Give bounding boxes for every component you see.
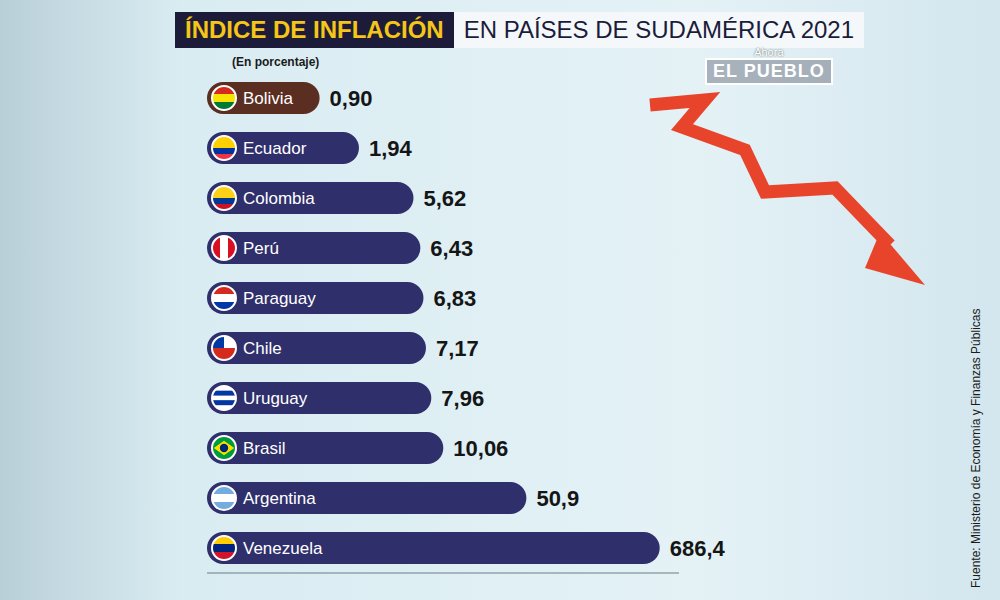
- svg-text:Ecuador: Ecuador: [243, 139, 307, 158]
- svg-text:6,83: 6,83: [433, 286, 476, 311]
- svg-text:1,94: 1,94: [369, 136, 413, 161]
- svg-text:Bolivia: Bolivia: [243, 89, 294, 108]
- svg-text:686,4: 686,4: [670, 536, 726, 561]
- svg-text:Colombia: Colombia: [243, 189, 315, 208]
- svg-text:Perú: Perú: [243, 239, 279, 258]
- svg-text:50,9: 50,9: [536, 486, 579, 511]
- svg-text:5,62: 5,62: [423, 186, 466, 211]
- svg-text:Chile: Chile: [243, 339, 282, 358]
- svg-text:7,96: 7,96: [441, 386, 484, 411]
- html-text:EL PUEBLO: EL PUEBLO: [713, 61, 825, 81]
- html-text:Ahora: Ahora: [754, 46, 784, 58]
- svg-text:6,43: 6,43: [430, 236, 473, 261]
- svg-text:10,06: 10,06: [453, 436, 508, 461]
- svg-text:7,17: 7,17: [436, 336, 479, 361]
- html-text:EN PAÍSES DE SUDAMÉRICA 2021: EN PAÍSES DE SUDAMÉRICA 2021: [463, 16, 854, 43]
- svg-text:Venezuela: Venezuela: [243, 539, 323, 558]
- svg-text:Brasil: Brasil: [243, 439, 286, 458]
- html-text:(En porcentaje): (En porcentaje): [232, 55, 320, 69]
- svg-text:Fuente: Ministerio de Economía: Fuente: Ministerio de Economía y Finanza…: [969, 309, 983, 588]
- html-text:ÍNDICE DE INFLACIÓN: ÍNDICE DE INFLACIÓN: [185, 16, 444, 43]
- svg-text:Argentina: Argentina: [243, 489, 316, 508]
- svg-text:Paraguay: Paraguay: [243, 289, 316, 308]
- svg-text:Uruguay: Uruguay: [243, 389, 308, 408]
- svg-text:0,90: 0,90: [330, 86, 373, 111]
